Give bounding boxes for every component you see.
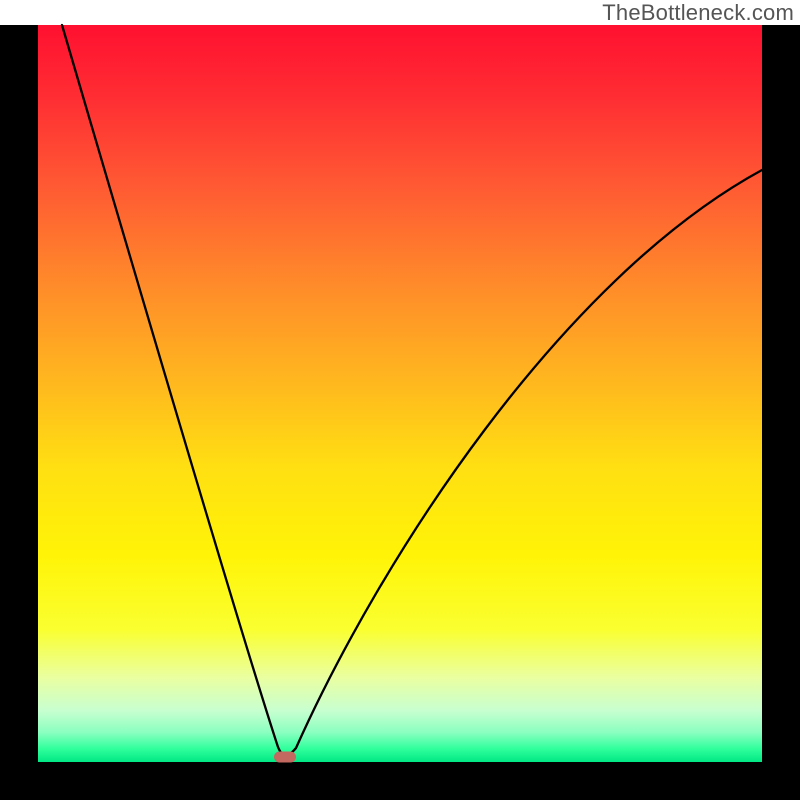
optimal-point-marker [274, 752, 296, 763]
watermark-text: TheBottleneck.com [602, 0, 794, 26]
bottleneck-chart [0, 0, 800, 800]
chart-canvas: TheBottleneck.com [0, 0, 800, 800]
plot-area [38, 25, 762, 762]
